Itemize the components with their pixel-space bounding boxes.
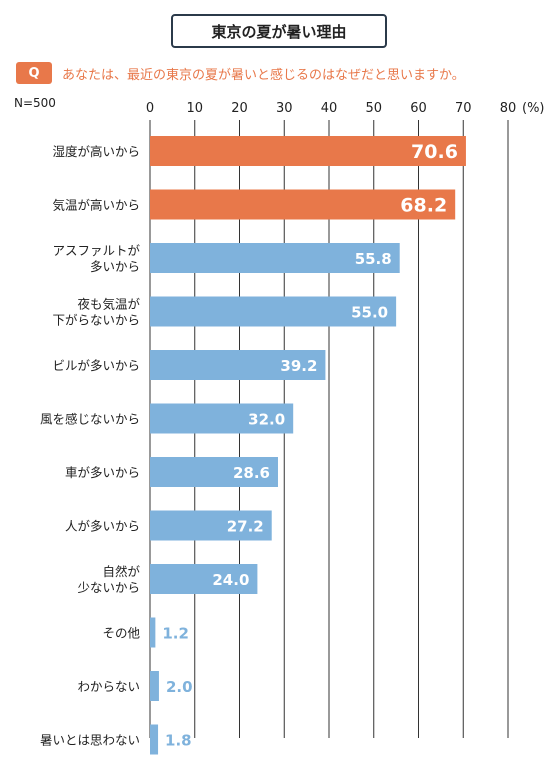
- question-text: あなたは、最近の東京の夏が暑いと感じるのはなぜだと思いますか。: [62, 67, 465, 83]
- bar: [150, 617, 156, 648]
- x-tick-label: 0: [146, 101, 154, 116]
- x-tick-label: 30: [276, 101, 293, 116]
- category-label: 車が多いから: [65, 465, 140, 480]
- data-label: 1.2: [162, 625, 189, 643]
- bar: [150, 724, 159, 755]
- data-label: 28.6: [233, 464, 270, 482]
- bar: [150, 510, 272, 541]
- x-tick-label: 20: [231, 101, 248, 116]
- x-tick-label: 40: [321, 101, 338, 116]
- data-label: 27.2: [227, 518, 264, 536]
- category-label: 人が多いから: [65, 519, 140, 534]
- bar: [150, 457, 278, 487]
- category-label: 暑いとは思わない: [40, 733, 140, 748]
- category-label: 自然が: [102, 564, 140, 579]
- category-label: 夜も気温が: [77, 297, 140, 312]
- category-label: 湿度が高いから: [52, 144, 140, 159]
- data-label: 32.0: [248, 411, 285, 429]
- x-tick-label: 50: [365, 101, 382, 116]
- bar: [150, 189, 456, 220]
- bar: [150, 296, 397, 327]
- data-label: 55.0: [351, 304, 388, 322]
- category-label: アスファルトが: [52, 243, 140, 258]
- data-label: 39.2: [280, 357, 317, 375]
- x-tick-label: 80: [500, 101, 517, 116]
- question-row: Q あなたは、最近の東京の夏が暑いと感じるのはなぜだと思いますか。: [16, 62, 465, 84]
- bar: [150, 564, 258, 594]
- category-label: その他: [102, 626, 140, 641]
- data-label: 68.2: [400, 195, 447, 217]
- data-label: 55.8: [355, 250, 392, 268]
- x-tick-label: 60: [410, 101, 427, 116]
- data-label: 1.8: [165, 732, 192, 750]
- bar: [150, 403, 294, 434]
- data-label: 24.0: [212, 571, 249, 589]
- category-label: 下がらないから: [52, 313, 140, 328]
- x-unit-label: (%): [522, 101, 545, 116]
- bar: [150, 671, 159, 701]
- x-tick-label: 10: [186, 101, 203, 116]
- x-tick-label: 70: [455, 101, 472, 116]
- category-label: 多いから: [90, 259, 140, 274]
- question-badge: Q: [16, 62, 52, 84]
- category-label: 少ないから: [77, 580, 140, 595]
- category-label: わからない: [77, 679, 140, 694]
- category-label: ビルが多いから: [52, 358, 140, 373]
- bar: [150, 136, 466, 166]
- data-label: 70.6: [411, 141, 458, 163]
- bar: [150, 243, 400, 273]
- chart-title-text: 東京の夏が暑い理由: [211, 22, 347, 41]
- data-label: 2.0: [166, 678, 193, 696]
- category-label: 気温が高いから: [52, 198, 140, 213]
- bar: [150, 350, 326, 380]
- sample-size: N=500: [14, 96, 56, 110]
- category-label: 風を感じないから: [40, 412, 140, 427]
- chart-title: 東京の夏が暑い理由: [171, 14, 387, 48]
